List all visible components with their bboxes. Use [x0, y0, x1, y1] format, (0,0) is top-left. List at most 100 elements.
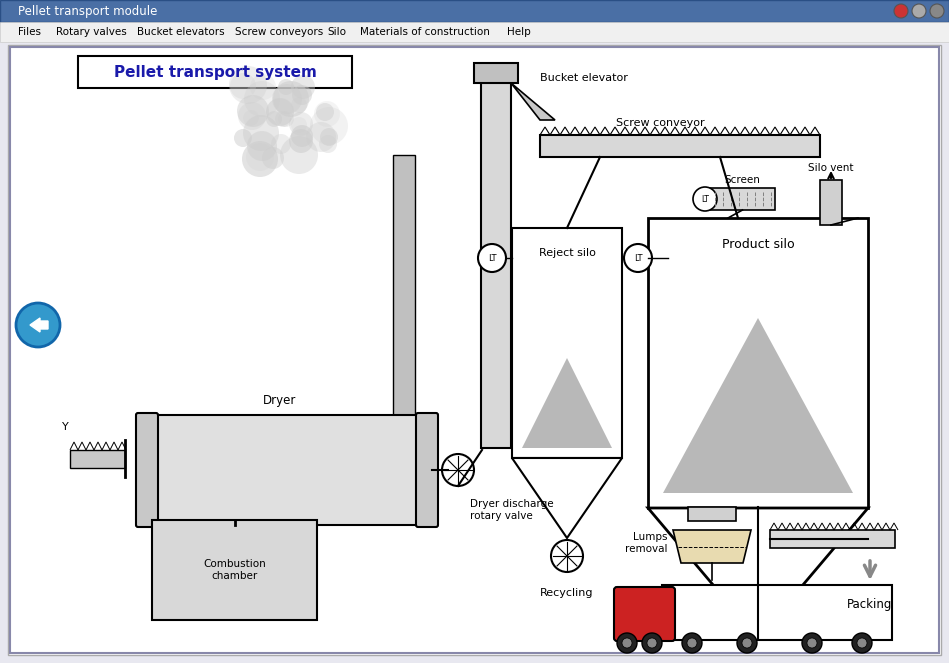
FancyBboxPatch shape [481, 68, 511, 448]
FancyBboxPatch shape [8, 45, 941, 655]
Text: Screen: Screen [725, 175, 760, 185]
Circle shape [742, 638, 752, 648]
Circle shape [617, 633, 637, 653]
FancyBboxPatch shape [136, 413, 158, 527]
FancyBboxPatch shape [540, 135, 820, 157]
Circle shape [291, 125, 313, 147]
Circle shape [930, 4, 944, 18]
Circle shape [320, 128, 338, 146]
FancyBboxPatch shape [710, 188, 775, 210]
FancyBboxPatch shape [648, 218, 868, 508]
FancyBboxPatch shape [140, 415, 420, 525]
Circle shape [291, 117, 307, 133]
FancyBboxPatch shape [662, 585, 892, 640]
Circle shape [234, 129, 252, 147]
Circle shape [272, 84, 302, 114]
Circle shape [278, 79, 294, 95]
Text: Files: Files [18, 27, 41, 37]
Circle shape [266, 98, 294, 126]
Text: Packing: Packing [847, 598, 893, 611]
Polygon shape [663, 318, 853, 493]
Text: Recycling: Recycling [540, 588, 594, 598]
Circle shape [280, 136, 318, 174]
FancyBboxPatch shape [770, 530, 895, 548]
Text: Lumps
removal: Lumps removal [625, 532, 668, 554]
Circle shape [647, 638, 657, 648]
Text: Materials of construction: Materials of construction [360, 27, 490, 37]
FancyBboxPatch shape [78, 56, 352, 88]
FancyBboxPatch shape [820, 180, 842, 225]
Circle shape [857, 638, 867, 648]
Circle shape [237, 95, 269, 127]
Circle shape [229, 66, 267, 104]
Text: Bucket elevator: Bucket elevator [540, 73, 628, 83]
Circle shape [246, 143, 274, 171]
Circle shape [16, 303, 60, 347]
Circle shape [894, 4, 908, 18]
Circle shape [278, 111, 294, 127]
Polygon shape [522, 358, 612, 448]
FancyBboxPatch shape [0, 0, 949, 22]
Text: Reject silo: Reject silo [539, 248, 595, 258]
Circle shape [289, 112, 313, 136]
Polygon shape [512, 458, 622, 538]
FancyBboxPatch shape [152, 520, 317, 620]
Circle shape [271, 134, 291, 154]
FancyBboxPatch shape [0, 22, 949, 42]
Circle shape [802, 633, 822, 653]
Text: Product silo: Product silo [721, 238, 794, 251]
Circle shape [551, 540, 583, 572]
Polygon shape [648, 508, 868, 638]
FancyBboxPatch shape [474, 63, 518, 83]
Text: LT: LT [488, 253, 496, 263]
Circle shape [230, 73, 256, 99]
Circle shape [238, 102, 266, 130]
FancyBboxPatch shape [512, 228, 622, 458]
Polygon shape [511, 83, 555, 120]
FancyBboxPatch shape [614, 587, 675, 641]
Text: Bucket elevators: Bucket elevators [137, 27, 225, 37]
Circle shape [242, 141, 278, 177]
Circle shape [442, 454, 474, 486]
Text: LT: LT [634, 253, 642, 263]
Circle shape [622, 638, 632, 648]
Text: Silo: Silo [327, 27, 346, 37]
Circle shape [737, 633, 757, 653]
Text: Rotary valves: Rotary valves [55, 27, 126, 37]
FancyBboxPatch shape [70, 450, 125, 468]
Circle shape [291, 75, 315, 99]
Circle shape [306, 122, 336, 152]
Circle shape [642, 633, 662, 653]
Text: Screw conveyors: Screw conveyors [235, 27, 324, 37]
Text: Screw conveyor: Screw conveyor [616, 118, 704, 128]
Text: Dryer: Dryer [263, 394, 297, 407]
FancyBboxPatch shape [393, 155, 415, 415]
Circle shape [244, 81, 280, 117]
Circle shape [273, 81, 309, 117]
Circle shape [247, 131, 277, 161]
FancyBboxPatch shape [688, 507, 736, 521]
Circle shape [262, 147, 284, 169]
Circle shape [243, 110, 259, 126]
Text: Help: Help [507, 27, 530, 37]
Circle shape [912, 4, 926, 18]
Circle shape [852, 633, 872, 653]
Circle shape [289, 129, 313, 153]
Circle shape [266, 111, 282, 127]
Circle shape [807, 638, 817, 648]
Circle shape [624, 244, 652, 272]
Circle shape [478, 244, 506, 272]
Text: Pellet transport module: Pellet transport module [18, 5, 158, 17]
Circle shape [291, 97, 307, 113]
Circle shape [292, 85, 312, 105]
FancyBboxPatch shape [416, 413, 438, 527]
Text: LT: LT [701, 194, 709, 204]
Circle shape [314, 101, 340, 127]
Circle shape [310, 107, 348, 145]
Polygon shape [673, 530, 751, 563]
Text: Pellet transport system: Pellet transport system [114, 64, 316, 80]
Circle shape [693, 187, 717, 211]
Text: Combustion
chamber: Combustion chamber [203, 559, 266, 581]
Text: Dryer discharge
rotary valve: Dryer discharge rotary valve [470, 499, 553, 520]
Circle shape [319, 135, 337, 153]
